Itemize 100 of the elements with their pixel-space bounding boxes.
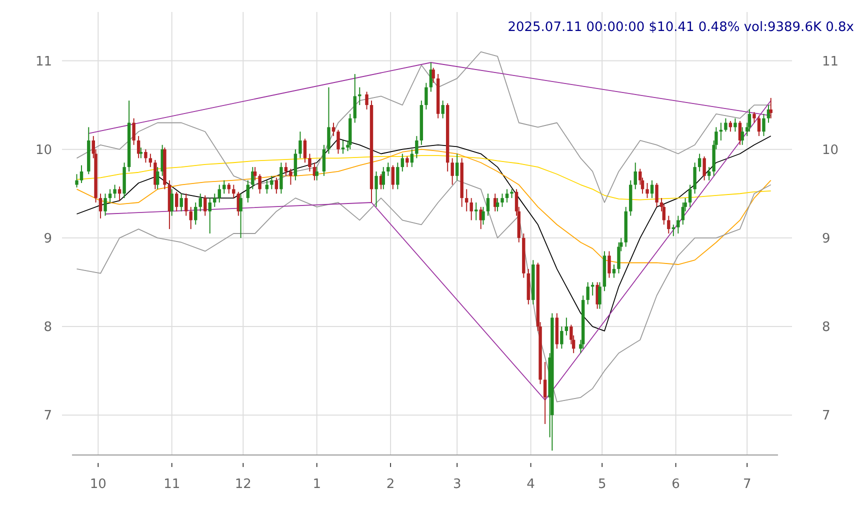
candlestick xyxy=(650,180,654,199)
candlestick xyxy=(174,191,178,212)
candlestick xyxy=(298,131,302,159)
candlestick xyxy=(218,184,221,203)
candlestick xyxy=(724,118,728,132)
candlestick xyxy=(208,198,212,234)
candlestick xyxy=(322,144,326,176)
candlestick xyxy=(246,180,250,203)
candlestick xyxy=(113,184,116,199)
candlestick xyxy=(258,174,262,194)
candlestick xyxy=(698,153,702,172)
candlestick xyxy=(667,215,670,234)
candlestick xyxy=(441,100,444,119)
candlestick xyxy=(289,168,292,186)
candlestick xyxy=(198,193,202,212)
candlestick xyxy=(139,147,143,159)
candlestick xyxy=(543,361,547,424)
candlestick xyxy=(280,162,283,194)
candlestick xyxy=(415,136,418,159)
x-tick-label: 7 xyxy=(742,477,752,492)
y2-tick-label: 7 xyxy=(822,408,830,424)
candlestick xyxy=(213,193,216,208)
candlestick xyxy=(474,202,478,221)
candlestick xyxy=(239,193,242,238)
candlestick xyxy=(294,148,298,181)
candlestick xyxy=(315,166,318,181)
candlestick xyxy=(646,182,649,199)
candlestick xyxy=(365,91,368,110)
candlestick xyxy=(353,74,356,124)
y2-tick-label: 8 xyxy=(822,320,830,336)
candlestick xyxy=(676,215,680,234)
candlestick xyxy=(598,282,602,310)
candlestick xyxy=(432,67,435,84)
candlestick xyxy=(80,164,84,184)
candlestick xyxy=(762,113,766,137)
y-tick-label: 11 xyxy=(35,54,52,70)
candlestick xyxy=(757,115,761,137)
candlestick xyxy=(740,126,744,146)
candlestick xyxy=(396,162,400,190)
candlestick xyxy=(284,162,288,176)
candlestick xyxy=(132,118,136,146)
x-tick-label: 10 xyxy=(90,477,106,492)
candlestick xyxy=(634,162,637,190)
y-tick-label: 9 xyxy=(44,231,52,246)
candlestick xyxy=(308,153,312,172)
x-tick-label: 11 xyxy=(164,477,180,492)
line-series xyxy=(76,180,772,402)
candlestick xyxy=(560,326,564,350)
candlestick xyxy=(564,317,568,336)
candlestick xyxy=(748,108,752,132)
candlestick xyxy=(586,282,590,305)
candlestick xyxy=(270,175,274,190)
candlestick xyxy=(693,162,696,194)
candlestick xyxy=(465,188,468,212)
candlestick xyxy=(332,122,336,137)
candlestick xyxy=(655,182,658,208)
candlestick xyxy=(251,166,254,190)
candlestick xyxy=(303,138,307,164)
candlestick xyxy=(617,242,620,274)
candlestick xyxy=(702,156,706,181)
candlestick xyxy=(707,166,711,181)
candlestick xyxy=(450,158,454,186)
x-tick-label: 2 xyxy=(386,477,395,492)
candlestick xyxy=(455,153,459,181)
x-tick-label: 5 xyxy=(598,477,606,492)
candlestick xyxy=(386,162,390,176)
candlestick xyxy=(341,140,345,154)
candlestick xyxy=(500,193,504,208)
candlestick xyxy=(327,86,330,154)
text: 2025.07.11 00:00:00 $10.41 0.48% vol:9389.6K 0.8x xyxy=(508,20,854,35)
candlestick xyxy=(118,186,122,202)
candlestick xyxy=(496,198,500,212)
y-tick-label: 8 xyxy=(44,320,52,336)
x-tick-label: 3 xyxy=(452,477,462,492)
candlestick xyxy=(108,188,112,203)
candlestick xyxy=(769,97,772,119)
candlestick xyxy=(75,174,78,188)
candlestick xyxy=(144,148,148,164)
y-tick-label: 7 xyxy=(44,408,52,424)
candlestick xyxy=(156,166,160,190)
candlestick xyxy=(374,170,378,208)
line-series xyxy=(76,51,772,203)
candlestick xyxy=(406,156,409,168)
candlestick xyxy=(608,250,611,278)
candlestick xyxy=(194,202,198,226)
candlestick xyxy=(136,136,140,159)
candlestick xyxy=(98,193,102,219)
candlestick xyxy=(104,193,107,216)
candlestick xyxy=(505,188,509,203)
candlestick xyxy=(470,198,473,221)
x-tick-label: 4 xyxy=(526,477,535,492)
candlestick xyxy=(734,118,737,132)
candlestick xyxy=(148,153,152,168)
x-tick-label: 6 xyxy=(672,477,680,492)
candlestick xyxy=(688,184,692,208)
candlestick xyxy=(612,264,616,278)
candlestick xyxy=(424,82,428,110)
candlestick xyxy=(482,206,485,226)
x-tick-label: 12 xyxy=(234,477,252,492)
y2-tick-label: 10 xyxy=(822,142,839,158)
